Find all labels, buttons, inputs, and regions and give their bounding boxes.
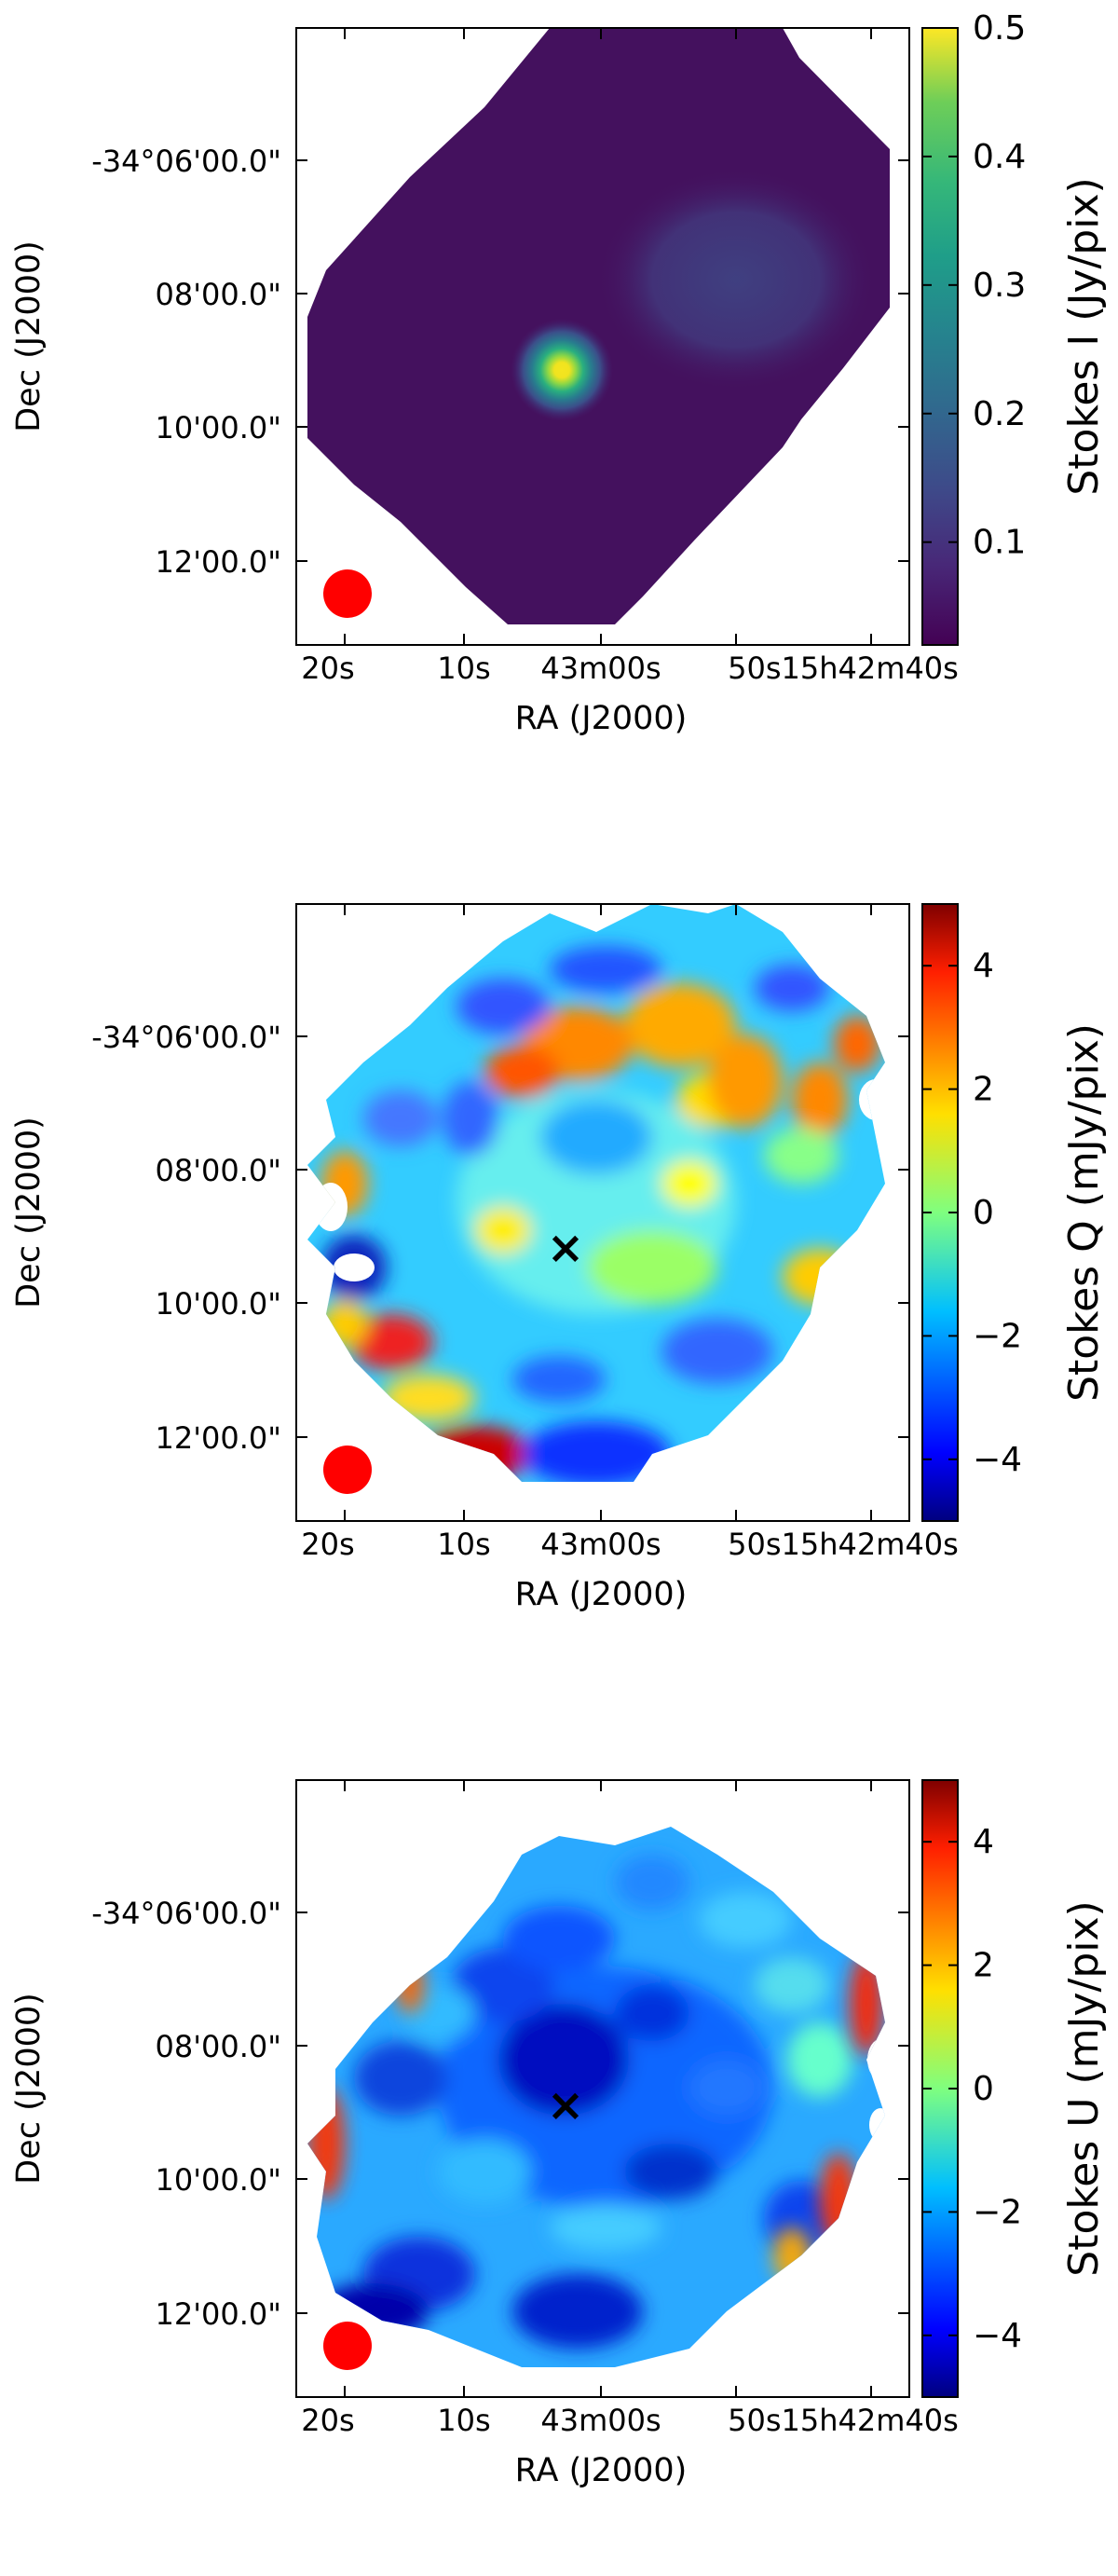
stokes-u-chart: × 20s 10s 43m00s 50s15h42m40s -34°06'00.… (10, 1779, 1108, 2489)
y-tick-label: 10'00.0" (156, 1286, 281, 1322)
y-tick-label: -34°06'00.0" (91, 1020, 281, 1055)
colorbar-ticks (922, 1841, 958, 2336)
stokes-q-image (307, 904, 885, 1482)
y-tick-label: 12'00.0" (156, 544, 281, 580)
colorbar-tick-label: −4 (973, 1441, 1022, 1479)
x-axis-label: RA (J2000) (515, 1576, 688, 1613)
x-tick-label: 43m00s (540, 2403, 661, 2438)
stokes-q-chart: × 20s 10s 43m00s 50s15h42m40s -34°06'00.… (10, 903, 1108, 1613)
colorbar-tick-label: 0 (973, 2070, 994, 2108)
x-tick-label: 10s (437, 1527, 490, 1562)
y-tick-label: -34°06'00.0" (91, 1896, 281, 1931)
x-tick-label: 50s15h42m40s (728, 2403, 959, 2438)
x-tick-label: 20s (301, 2403, 354, 2438)
colorbar-tick-label: 0 (973, 1194, 994, 1232)
plot-frame (295, 903, 910, 1522)
y-tick-label: -34°06'00.0" (91, 144, 281, 179)
y-tick-marks (296, 1911, 909, 2314)
stokes-i-image (307, 28, 890, 624)
x-tick-marks (344, 28, 872, 645)
x-tick-label: 20s (301, 1527, 354, 1562)
x-tick-label: 10s (437, 651, 490, 686)
y-axis-label: Dec (J2000) (10, 1117, 48, 1309)
x-tick-marks (344, 904, 872, 1521)
colorbar-ticks (922, 965, 958, 1460)
y-axis-label: Dec (J2000) (10, 1993, 48, 2185)
y-tick-label: 12'00.0" (156, 1420, 281, 1456)
colorbar-ticks (922, 27, 958, 543)
stokes-u-panel: × 20s 10s 43m00s 50s15h42m40s -34°06'00.… (0, 1752, 1118, 2572)
colorbar (921, 27, 959, 646)
y-tick-label: 10'00.0" (156, 2162, 281, 2198)
colorbar-label: Stokes U (mJy/pix) (1060, 1900, 1108, 2276)
y-tick-label: 08'00.0" (156, 2029, 281, 2064)
y-tick-label: 08'00.0" (156, 1153, 281, 1188)
x-tick-label: 43m00s (540, 1527, 661, 1562)
colorbar-tick-label: 0.3 (973, 267, 1026, 305)
plot-frame (295, 1779, 910, 2398)
diffuse-emission (596, 168, 876, 391)
stokes-u-image (307, 1827, 885, 2367)
colorbar-tick-label: −2 (973, 1317, 1022, 1355)
x-axis-label: RA (J2000) (515, 2452, 688, 2489)
y-tick-label: 08'00.0" (156, 277, 281, 312)
plot-frame (295, 27, 910, 646)
stokes-i-panel: 20s 10s 43m00s 50s15h42m40s -34°06'00.0"… (0, 0, 1118, 820)
y-tick-label: 12'00.0" (156, 2296, 281, 2332)
beam-ellipse (323, 2322, 372, 2370)
colorbar-tick-label: 4 (973, 1823, 994, 1861)
colorbar-tick-label: 0.5 (973, 9, 1026, 48)
beam-ellipse (323, 1446, 372, 1494)
x-tick-label: 43m00s (540, 651, 661, 686)
figure: 20s 10s 43m00s 50s15h42m40s -34°06'00.0"… (0, 0, 1118, 2489)
colorbar-tick-label: −2 (973, 2193, 1022, 2231)
colorbar-tick-label: 2 (973, 1947, 994, 1985)
colorbar-label: Stokes I (Jy/pix) (1060, 177, 1108, 495)
stokes-q-panel: × 20s 10s 43m00s 50s15h42m40s -34°06'00.… (0, 876, 1118, 1696)
colorbar-tick-label: −4 (973, 2317, 1022, 2355)
colorbar-tick-label: 0.4 (973, 138, 1026, 176)
x-tick-label: 50s15h42m40s (728, 1527, 959, 1562)
colorbar-tick-label: 0.1 (973, 524, 1026, 562)
colorbar-label: Stokes Q (mJy/pix) (1060, 1023, 1108, 1402)
x-tick-label: 50s15h42m40s (728, 651, 959, 686)
colorbar-tick-label: 2 (973, 1071, 994, 1109)
y-tick-marks (296, 159, 909, 562)
x-tick-marks (344, 1780, 872, 2397)
bright-source (511, 319, 613, 421)
colorbar-tick-label: 4 (973, 947, 994, 985)
source-position-marker: × (547, 2079, 584, 2131)
x-tick-label: 10s (437, 2403, 490, 2438)
stokes-i-chart: 20s 10s 43m00s 50s15h42m40s -34°06'00.0"… (10, 9, 1108, 737)
x-tick-label: 20s (301, 651, 354, 686)
y-tick-marks (296, 1035, 909, 1438)
source-position-marker: × (547, 1222, 584, 1274)
x-axis-label: RA (J2000) (515, 700, 688, 737)
y-axis-label: Dec (J2000) (10, 240, 48, 432)
y-tick-label: 10'00.0" (156, 410, 281, 445)
colorbar-tick-label: 0.2 (973, 395, 1026, 433)
beam-ellipse (323, 569, 372, 618)
